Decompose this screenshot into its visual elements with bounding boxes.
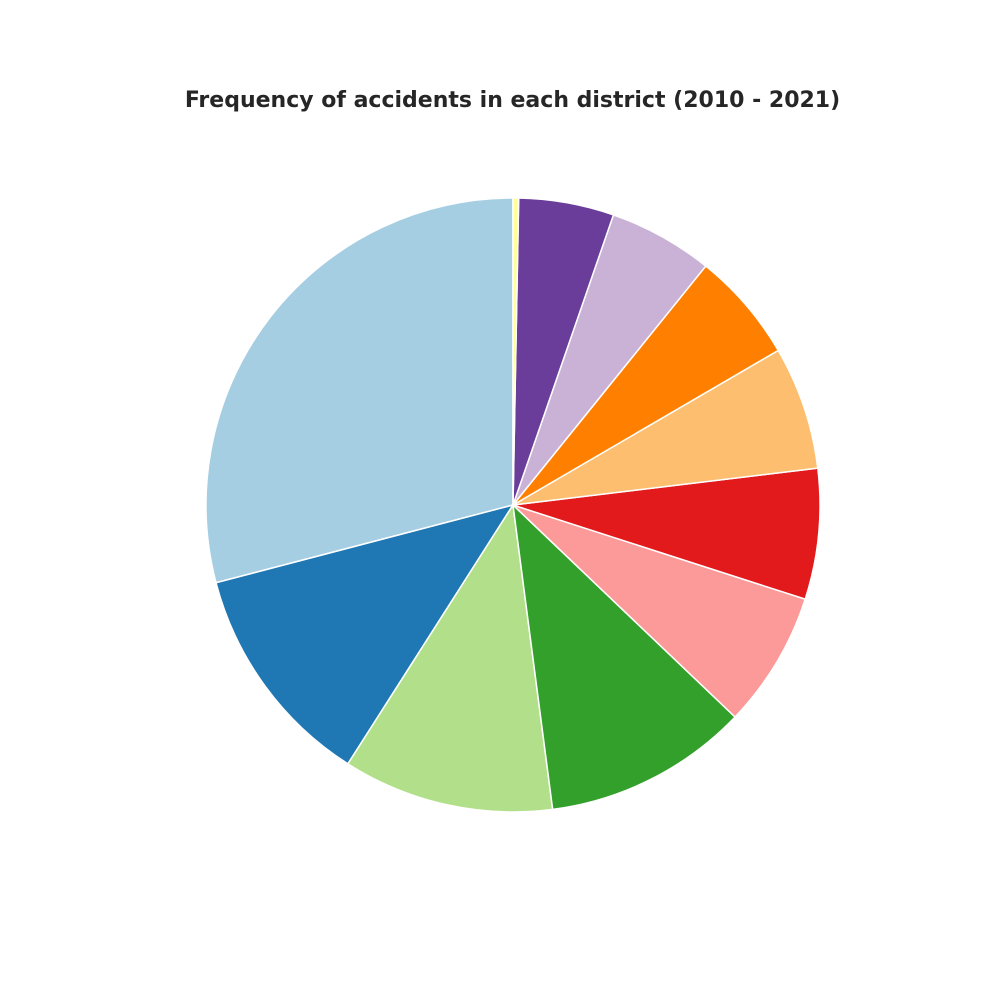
pie-slice-2 [215,504,514,765]
pie-slice-3 [347,504,554,813]
pie-slice-6 [512,467,821,600]
pie-slice-4 [512,504,736,811]
chart-title: Frequency of accidents in each district … [184,88,841,113]
pie-slice-11 [512,197,520,506]
pie-slice-1 [205,197,514,584]
pie-slice-7 [512,349,819,506]
pie-slices [205,197,821,813]
pie-slice-5 [512,504,806,718]
